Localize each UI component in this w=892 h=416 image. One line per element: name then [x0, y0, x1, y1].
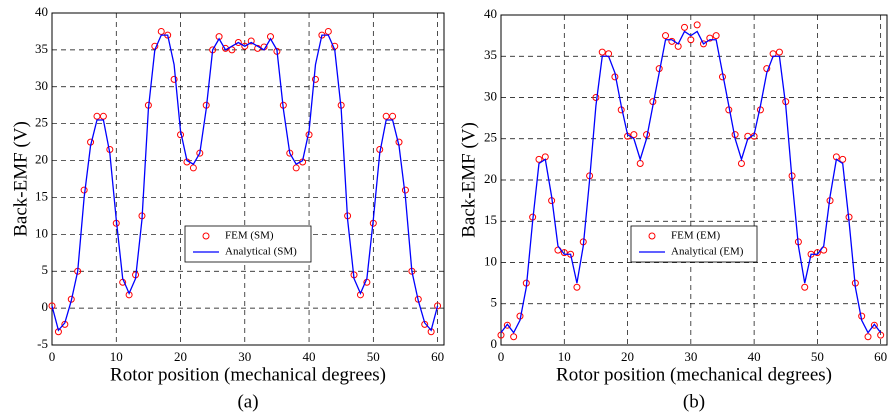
fem-point [662, 32, 670, 40]
y-tick-label: 0 [491, 336, 498, 351]
fem-point [870, 321, 878, 329]
fem-point [681, 23, 689, 31]
subplot: 0 5 10 15 20 25 30 35 40 0 10 20 30 40 50 60 FEM (EM) Ana… [458, 6, 888, 412]
legend-box [184, 225, 312, 263]
fem-point [503, 321, 511, 329]
caption: (b) [683, 391, 705, 412]
legend-swatch [202, 232, 210, 240]
y-tick-label: 25 [35, 115, 48, 130]
y-tick-label: 5 [42, 262, 49, 277]
x-tick-label: 50 [811, 349, 824, 364]
fem-point [775, 48, 783, 56]
legend-box [630, 225, 758, 263]
fem-point [813, 249, 821, 257]
y-tick-label: 40 [484, 6, 497, 21]
fem-point [247, 37, 255, 45]
fem-point [598, 48, 606, 56]
fem-point [699, 40, 707, 48]
y-tick-label: 15 [35, 188, 48, 203]
y-tick-label: 5 [491, 295, 498, 310]
y-tick-label: 20 [35, 152, 48, 167]
fem-point [706, 34, 714, 42]
fem-point [292, 164, 300, 172]
y-axis-label: Back-EMF (V) [10, 121, 31, 237]
fem-point [241, 42, 249, 50]
legend: FEM (SM) Analytical (SM) [184, 225, 312, 263]
fem-point [712, 32, 720, 40]
x-tick-label: 60 [874, 349, 887, 364]
fem-point [48, 302, 56, 310]
x-tick-label: 0 [498, 349, 505, 364]
y-tick-label: 30 [484, 88, 497, 103]
fem-point [573, 283, 581, 291]
x-tick-label: 20 [621, 349, 634, 364]
fem-point [693, 21, 701, 29]
y-tick-label: 20 [484, 171, 497, 186]
caption: (a) [237, 391, 258, 412]
fem-point [434, 302, 442, 310]
y-tick-label: 35 [484, 47, 497, 62]
x-axis-label: Rotor position (mechanical degrees) [556, 364, 832, 385]
x-tick-label: 10 [558, 349, 571, 364]
analytical-line [500, 30, 882, 334]
analytical-line [51, 34, 439, 332]
fem-point [630, 131, 638, 139]
x-axis-label: Rotor position (mechanical degrees) [110, 364, 386, 385]
x-tick-label: 0 [49, 349, 56, 364]
fem-point [311, 75, 319, 83]
fem-point [93, 112, 101, 120]
fem-point [801, 283, 809, 291]
fem-point [535, 155, 543, 163]
fem-point [324, 27, 332, 35]
axes-frame [51, 12, 445, 346]
x-tick-label: 40 [748, 349, 761, 364]
y-tick-label: 40 [35, 4, 48, 19]
legend-label: FEM (SM) [225, 230, 274, 242]
fem-point [592, 94, 600, 101]
fem-point [510, 333, 518, 341]
x-tick-label: 40 [303, 349, 316, 364]
fem-point [157, 27, 165, 35]
y-tick-label: 15 [484, 212, 497, 227]
x-tick-label: 10 [110, 349, 123, 364]
legend: FEM (EM) Analytical (EM) [630, 225, 758, 263]
x-tick-label: 50 [367, 349, 380, 364]
y-axis-label: Back-EMF (V) [458, 122, 479, 238]
fem-point [234, 39, 242, 47]
y-tick-label: 30 [35, 78, 48, 93]
x-tick-label: 20 [174, 349, 187, 364]
legend-label: Analytical (SM) [225, 246, 297, 258]
y-tick-label: 10 [484, 253, 497, 268]
legend-label: Analytical (EM) [671, 246, 744, 258]
fem-point [687, 36, 695, 44]
x-tick-label: 30 [684, 349, 697, 364]
y-tick-label: 25 [484, 130, 497, 145]
fem-point [382, 112, 390, 120]
legend-label: FEM (EM) [671, 230, 721, 242]
axes-frame [500, 14, 888, 346]
fem-point [401, 186, 409, 194]
y-tick-label: 10 [35, 225, 48, 240]
fem-point [170, 75, 178, 83]
fem-point [99, 112, 107, 120]
fem-point [864, 333, 872, 341]
fem-point [839, 155, 847, 163]
y-tick-label: 35 [35, 41, 48, 56]
fem-point [560, 249, 568, 257]
x-tick-label: 60 [431, 349, 444, 364]
fem-point [189, 164, 197, 172]
fem-point [80, 186, 88, 194]
legend-swatch [648, 232, 656, 240]
fem-point [389, 112, 397, 120]
y-tick-label: 0 [42, 299, 49, 314]
y-tick-label: -5 [37, 336, 48, 351]
x-tick-label: 30 [238, 349, 251, 364]
